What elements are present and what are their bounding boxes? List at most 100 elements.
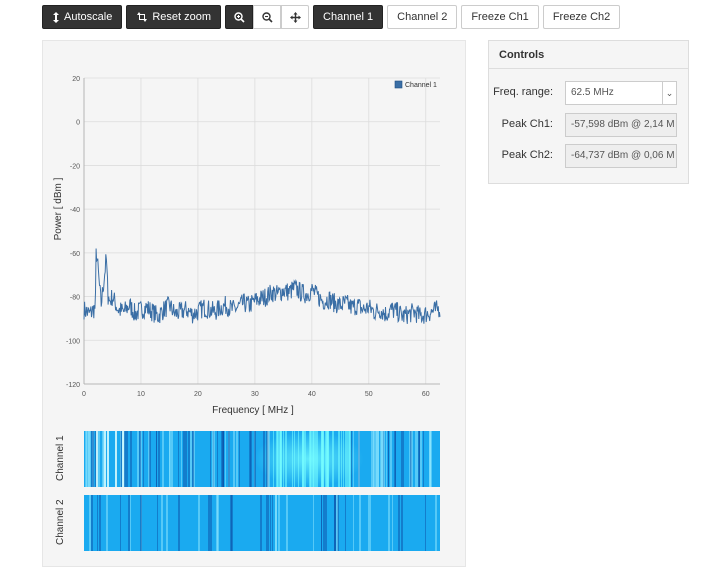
waterfall-stripe: [291, 431, 293, 487]
waterfall-stripe: [157, 431, 160, 487]
waterfall-stripe: [216, 495, 219, 551]
zoom-in-button[interactable]: [225, 5, 254, 29]
waterfall-stripe: [124, 431, 127, 487]
waterfall-stripe: [227, 431, 230, 487]
waterfall-stripe: [260, 495, 262, 551]
waterfall-stripe: [422, 431, 424, 487]
x-axis-label: Frequency [ MHz ]: [212, 405, 294, 416]
waterfall-stripe: [387, 495, 389, 551]
waterfall-stripe: [294, 431, 296, 487]
waterfall-stripe: [142, 431, 145, 487]
waterfall-stripe: [376, 431, 379, 487]
waterfall-stripe: [169, 431, 172, 487]
waterfall-stripe: [209, 431, 211, 487]
x-tick-label: 10: [137, 391, 145, 398]
freeze-ch2-button[interactable]: Freeze Ch2: [542, 5, 621, 29]
waterfall-stripe: [228, 431, 231, 487]
waterfall-stripe: [333, 495, 336, 551]
waterfall-stripe: [139, 431, 141, 487]
waterfall-peak-stripe: [107, 431, 109, 487]
move-arrows-icon: [289, 11, 301, 23]
autoscale-button[interactable]: Autoscale: [42, 5, 123, 29]
waterfall-stripe: [352, 431, 354, 487]
waterfall-stripe: [380, 431, 382, 487]
waterfall-peak-stripe: [115, 431, 117, 487]
waterfall-label-channel-1: Channel 1: [55, 435, 66, 481]
waterfall-stripe: [209, 495, 212, 551]
waterfall-stripe: [325, 495, 327, 551]
peak-ch2-field: -64,737 dBm @ 0,06 M: [565, 144, 677, 168]
freeze-ch1-button[interactable]: Freeze Ch1: [461, 5, 539, 29]
waterfall-stripe: [379, 431, 382, 487]
waterfall-stripe: [434, 495, 437, 551]
waterfall-stripe: [157, 495, 159, 551]
y-tick-label: -80: [70, 295, 80, 302]
spectrum-panel: 20 0 -20 -40 -60 -80 -100 -120 0 10 20 30 40 50 60 Ch…: [42, 40, 466, 567]
waterfall-stripe: [368, 495, 371, 551]
freq-range-select[interactable]: 62.5 MHz ⌄: [565, 81, 677, 105]
chart-legend: Channel 1: [394, 80, 437, 89]
waterfall-stripe: [232, 431, 235, 487]
waterfall-stripe: [187, 431, 190, 487]
controls-panel: Controls Freq. range: 62.5 MHz ⌄ Peak Ch…: [488, 40, 689, 184]
waterfall-stripe: [310, 431, 312, 487]
y-tick-label: -40: [70, 207, 80, 214]
waterfall-stripe: [235, 431, 238, 487]
waterfall-stripe: [348, 431, 351, 487]
waterfall-stripe: [333, 495, 336, 551]
waterfall-stripe: [388, 495, 390, 551]
zoom-out-button[interactable]: [253, 5, 282, 29]
waterfall-stripe: [320, 495, 323, 551]
waterfall-stripe: [350, 431, 352, 487]
waterfall-stripe: [376, 431, 379, 487]
peak-ch2-label: Peak Ch2:: [501, 149, 553, 161]
waterfall-stripe: [238, 431, 240, 487]
x-tick-label: 60: [422, 391, 430, 398]
waterfall-peak-stripe: [104, 431, 106, 487]
waterfall-stripe: [148, 431, 150, 487]
waterfall-stripe: [285, 495, 288, 551]
waterfall-stripe: [223, 431, 225, 487]
waterfall-stripe: [317, 431, 319, 487]
waterfall-stripe: [369, 495, 372, 551]
waterfall-stripe: [308, 431, 310, 487]
waterfall-stripe: [193, 431, 196, 487]
x-tick-label: 50: [365, 391, 373, 398]
pan-button[interactable]: [281, 5, 310, 29]
waterfall-stripe: [208, 495, 210, 551]
series-line-channel-1: [83, 248, 441, 324]
waterfall-stripe: [263, 431, 266, 487]
waterfall-stripe: [129, 495, 131, 551]
waterfall-stripe: [88, 495, 92, 551]
waterfall-peak-stripe: [122, 431, 124, 487]
waterfall-stripe: [279, 431, 282, 487]
waterfall-stripe: [418, 431, 420, 487]
waterfall-stripe: [185, 431, 187, 487]
waterfall-stripe: [137, 431, 139, 487]
waterfall-stripe: [224, 431, 227, 487]
reset-zoom-button[interactable]: Reset zoom: [126, 5, 222, 29]
waterfall-stripe: [162, 431, 165, 487]
freq-range-label: Freq. range:: [493, 86, 553, 98]
waterfall-stripe: [125, 431, 128, 487]
waterfall-stripe: [388, 431, 390, 487]
channel1-button[interactable]: Channel 1: [313, 5, 384, 29]
waterfall-stripe: [249, 431, 252, 487]
waterfall-stripe: [180, 431, 183, 487]
waterfall-stripe: [253, 431, 256, 487]
waterfall-stripe: [254, 431, 257, 487]
waterfall-stripe: [274, 495, 277, 551]
waterfall-stripe: [381, 431, 384, 487]
waterfall-stripe: [268, 431, 270, 487]
chart-grid: [83, 77, 440, 385]
channel2-button[interactable]: Channel 2: [387, 5, 458, 29]
waterfall-stripe: [192, 431, 194, 487]
waterfall-stripe: [275, 431, 277, 487]
waterfall-stripe: [140, 495, 142, 551]
spectrum-chart[interactable]: 20 0 -20 -40 -60 -80 -100 -120 0 10 20 30 40 50 60 Ch…: [43, 41, 467, 421]
waterfall-stripe: [140, 495, 143, 551]
waterfall-stripe: [126, 431, 128, 487]
waterfall-stripe: [276, 431, 280, 487]
waterfall-stripe: [409, 431, 413, 487]
waterfall-stripe: [272, 431, 274, 487]
